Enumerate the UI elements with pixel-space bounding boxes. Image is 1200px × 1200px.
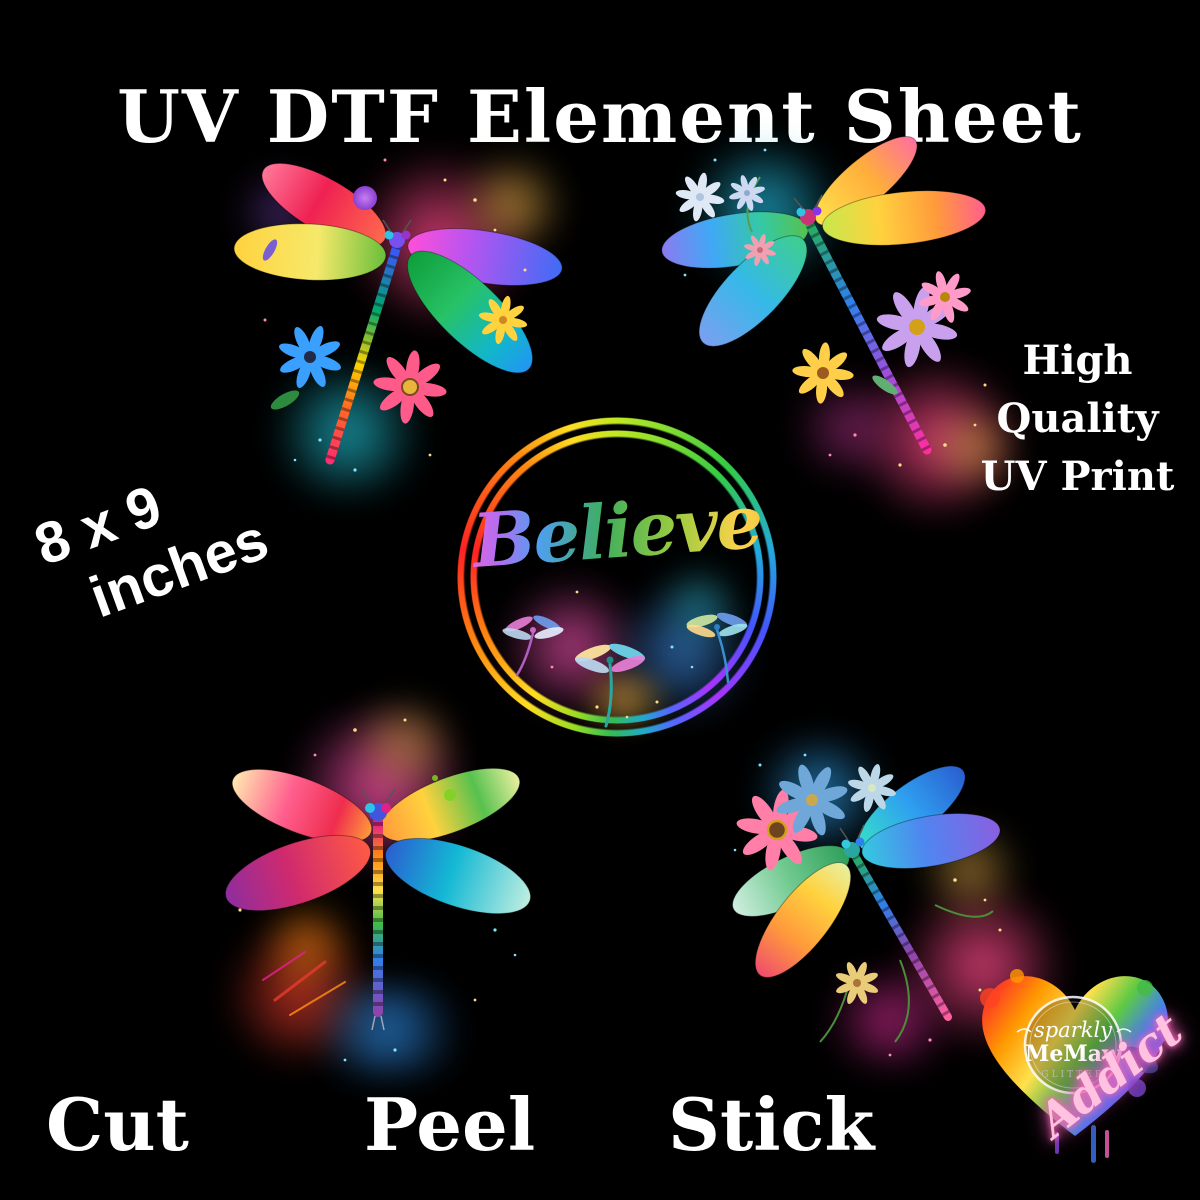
body	[839, 824, 952, 1021]
wings	[732, 765, 1001, 978]
body	[360, 788, 396, 1031]
quality-line: UV Print	[980, 453, 1175, 500]
body	[793, 194, 932, 455]
sparkle-dust	[683, 148, 987, 467]
flowers	[262, 186, 533, 429]
watercolor-splash	[295, 985, 480, 1075]
believe-circle-logo: Believe	[457, 417, 777, 737]
mini-dragonfly	[502, 615, 564, 677]
watercolor-splash	[345, 700, 465, 790]
step-cut: Cut	[46, 1082, 189, 1167]
wings	[233, 162, 563, 374]
quality-line: High	[1022, 337, 1133, 384]
sparkle-dust	[263, 158, 527, 472]
dragonfly-artwork	[224, 718, 532, 1062]
step-peel: Peel	[364, 1082, 536, 1167]
brand-name: sparkly MeMaw GLITTER	[1016, 1018, 1132, 1080]
mini-dragonflies	[502, 590, 748, 728]
step-stick: Stick	[668, 1082, 875, 1167]
page-title: UV DTF Element Sheet	[117, 74, 1083, 160]
mini-dragonfly	[574, 643, 646, 728]
watercolor-heart: sparkly MeMaw GLITTER	[980, 969, 1169, 1163]
heart-splash	[980, 969, 1169, 1163]
sparkle-dust	[238, 718, 517, 1062]
quality-line: Quality	[996, 395, 1159, 442]
brand-watermark: sparkly MeMaw GLITTER Addict	[955, 940, 1195, 1195]
paint-splatter	[262, 775, 456, 1016]
flowers	[729, 750, 902, 1013]
body	[325, 219, 412, 465]
quality-note: High Quality UV Print	[965, 332, 1190, 506]
brand-sub: GLITTER	[1041, 1070, 1104, 1080]
brand-script: sparkly	[1034, 1018, 1113, 1042]
mini-dragonfly	[686, 612, 748, 684]
dragonfly-artwork	[729, 750, 1002, 1057]
sparkle-dust	[733, 753, 1002, 1057]
dragonfly-top-right-illustration	[645, 135, 1030, 515]
dragonfly-top-left-illustration	[225, 140, 570, 505]
rainbow-ring-inner	[470, 430, 764, 724]
wings	[224, 767, 532, 915]
dragonfly-bottom-left-illustration	[195, 700, 555, 1075]
flowers	[671, 167, 982, 407]
watercolor-splash	[785, 380, 915, 475]
sparkle-dust	[550, 590, 694, 719]
watercolor-splash	[925, 405, 1020, 490]
brand-word: MeMaw	[1025, 1041, 1122, 1067]
dragonfly-artwork	[661, 136, 987, 467]
logo-circle	[1023, 995, 1123, 1095]
size-note: 8 x 9 inches	[26, 442, 277, 645]
dragonfly-artwork	[233, 158, 563, 472]
